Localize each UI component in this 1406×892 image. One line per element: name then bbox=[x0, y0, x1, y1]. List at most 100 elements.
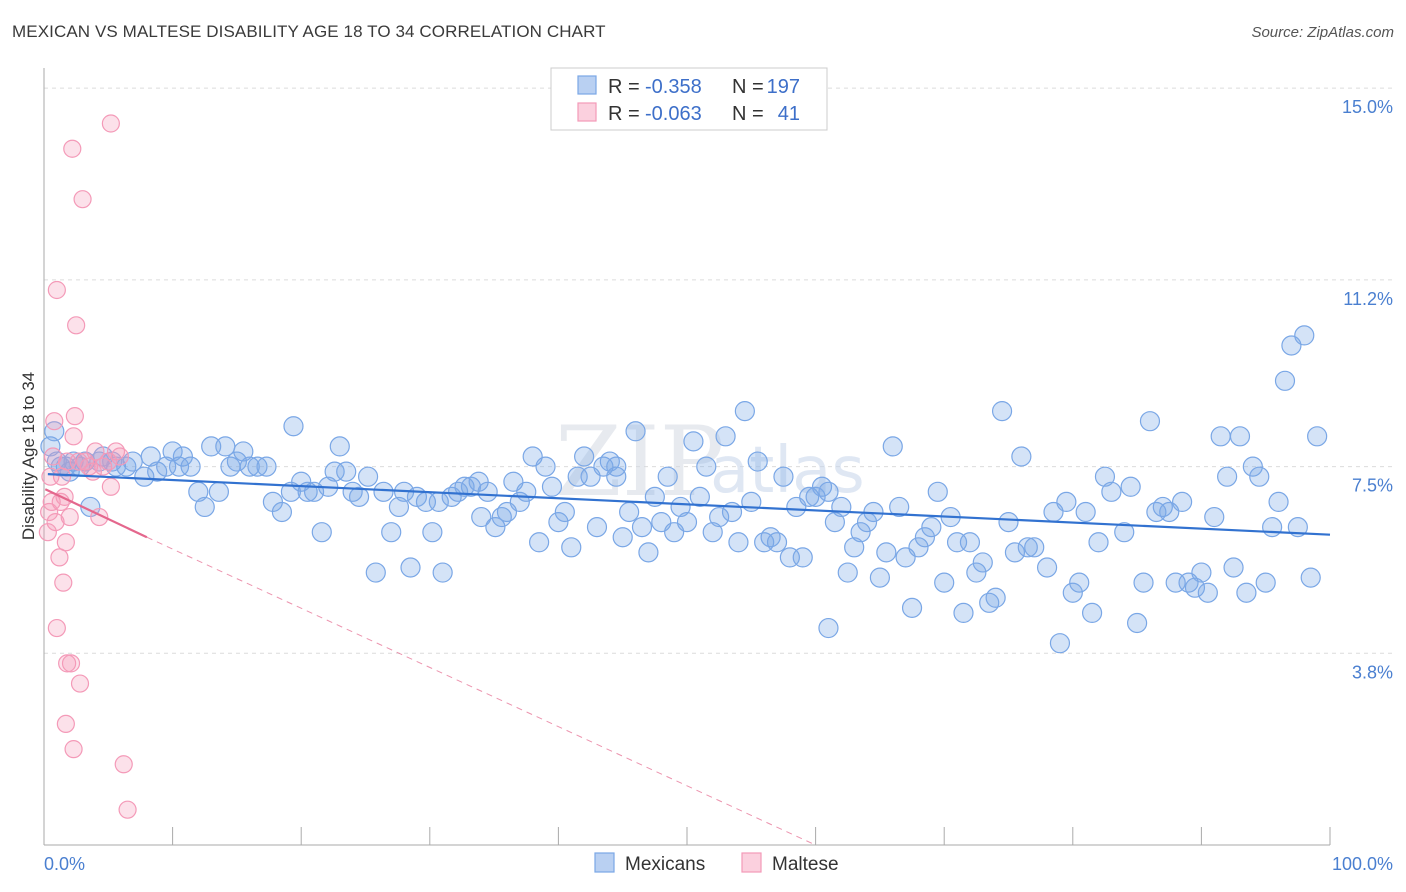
watermark-atlas: atlas bbox=[710, 434, 865, 508]
maltese-point-14 bbox=[56, 533, 75, 552]
mexicans-point-188 bbox=[1268, 491, 1289, 513]
maltese-point-4 bbox=[43, 447, 63, 466]
mexicans-point-147 bbox=[991, 400, 1013, 422]
maltese-point-37 bbox=[118, 800, 137, 819]
mexicans-point-134 bbox=[908, 537, 929, 558]
mexicans-point-55 bbox=[400, 557, 421, 578]
mexicans-point-181 bbox=[1223, 557, 1244, 578]
mexicans-point-104 bbox=[715, 426, 736, 447]
mexicans-point-179 bbox=[1210, 426, 1231, 447]
mexicans-point-156 bbox=[1056, 491, 1077, 513]
mexicans-point-46 bbox=[336, 461, 357, 482]
maltese-point-32 bbox=[99, 452, 118, 471]
legend-r-value-1: -0.358 bbox=[645, 76, 702, 98]
maltese-point-36 bbox=[114, 755, 133, 774]
mexicans-point-146 bbox=[985, 587, 1006, 608]
maltese-point-23 bbox=[69, 452, 88, 471]
mexicans-point-37 bbox=[280, 481, 302, 502]
mexicans-point-45 bbox=[329, 436, 350, 457]
maltese-point-16 bbox=[58, 654, 77, 673]
y-tick-labels: 3.8% 7.5% 11.2% 15.0% bbox=[1342, 97, 1393, 682]
mexicans-point-90 bbox=[625, 421, 646, 442]
mexicans-point-25 bbox=[194, 496, 215, 518]
mexicans-point-20 bbox=[162, 441, 183, 462]
chart-title: MEXICAN VS MALTESE DISABILITY AGE 18 TO … bbox=[12, 22, 606, 41]
mexicans-point-22 bbox=[172, 446, 193, 467]
maltese-point-39 bbox=[56, 714, 75, 734]
mexicans-point-67 bbox=[477, 481, 498, 502]
maltese-point-31 bbox=[94, 457, 113, 476]
mexicans-trend-line bbox=[47, 473, 1331, 536]
x-tick-label-min: 0.0% bbox=[44, 854, 85, 874]
maltese-point-8 bbox=[47, 618, 66, 638]
mexicans-point-160 bbox=[1081, 602, 1103, 624]
maltese-point-17 bbox=[60, 507, 79, 527]
mexicans-point-186 bbox=[1255, 572, 1276, 593]
maltese-point-21 bbox=[65, 407, 84, 426]
mexicans-point-120 bbox=[818, 617, 839, 639]
mexicans-point-164 bbox=[1114, 522, 1135, 543]
mexicans-point-102 bbox=[702, 522, 723, 543]
mexicans-point-167 bbox=[1133, 572, 1154, 593]
mexicans-point-44 bbox=[324, 461, 345, 482]
correlation-legend: R = -0.358 N = 197 R = -0.063 N = 41 bbox=[550, 67, 828, 131]
mexicans-point-182 bbox=[1229, 426, 1251, 447]
mexicans-point-177 bbox=[1197, 582, 1218, 603]
mexicans-point-129 bbox=[876, 542, 897, 563]
maltese-point-0 bbox=[38, 523, 57, 542]
mexicans-point-176 bbox=[1191, 562, 1212, 583]
trend-lines bbox=[44, 473, 1331, 846]
mexicans-point-113 bbox=[773, 466, 794, 487]
mexicans-point-73 bbox=[516, 481, 537, 502]
mexicans-point-42 bbox=[311, 522, 332, 543]
legend-n-value-2: 41 bbox=[778, 103, 800, 125]
bottom-legend-swatch-maltese bbox=[741, 852, 762, 873]
mexicans-point-151 bbox=[1017, 537, 1038, 558]
mexicans-point-26 bbox=[201, 436, 222, 457]
legend-r-label-2: R = bbox=[608, 103, 640, 125]
mexicans-point-100 bbox=[689, 486, 710, 507]
mexicans-point-31 bbox=[233, 441, 254, 462]
mexicans-point-155 bbox=[1049, 633, 1071, 654]
bottom-legend-label-maltese: Maltese bbox=[772, 854, 839, 875]
series-legend: Mexicans Maltese bbox=[594, 852, 839, 875]
legend-swatch-maltese bbox=[577, 102, 597, 122]
maltese-point-12 bbox=[54, 573, 73, 592]
maltese-point-38 bbox=[101, 114, 120, 133]
x-ticks bbox=[43, 827, 1331, 845]
mexicans-point-137 bbox=[927, 481, 948, 502]
maltese-point-33 bbox=[101, 477, 120, 496]
maltese-point-13 bbox=[55, 487, 74, 506]
maltese-point-29 bbox=[86, 442, 105, 461]
y-tick-label-0: 3.8% bbox=[1352, 662, 1393, 682]
mexicans-point-89 bbox=[619, 501, 640, 523]
mexicans-point-79 bbox=[554, 501, 575, 523]
bottom-legend-swatch-mexicans bbox=[594, 852, 615, 873]
mexicans-point-101 bbox=[696, 456, 717, 477]
mexicans-point-163 bbox=[1101, 481, 1122, 502]
x-tick-label-max: 100.0% bbox=[1332, 854, 1393, 874]
y-tick-label-1: 7.5% bbox=[1352, 476, 1393, 496]
mexicans-point-1 bbox=[44, 421, 65, 442]
mexicans-point-133 bbox=[901, 597, 923, 618]
mexicans-point-106 bbox=[728, 532, 749, 553]
mexicans-point-178 bbox=[1204, 506, 1225, 528]
mexicans-point-118 bbox=[805, 486, 826, 507]
y-axis-label: Disability Age 18 to 34 bbox=[19, 372, 38, 540]
mexicans-point-185 bbox=[1249, 466, 1270, 487]
mexicans-point-80 bbox=[561, 537, 582, 558]
maltese-point-20 bbox=[64, 427, 83, 446]
mexicans-point-135 bbox=[914, 527, 936, 548]
maltese-point-19 bbox=[63, 139, 82, 158]
mexicans-point-99 bbox=[683, 431, 704, 452]
maltese-point-11 bbox=[52, 467, 72, 486]
maltese-point-7 bbox=[47, 280, 66, 300]
mexicans-point-193 bbox=[1300, 567, 1321, 588]
legend-n-label-1: N = bbox=[732, 76, 764, 98]
mexicans-point-131 bbox=[889, 496, 910, 518]
maltese-point-6 bbox=[46, 512, 65, 532]
bottom-legend-label-mexicans: Mexicans bbox=[625, 854, 705, 875]
legend-n-label-2: N = bbox=[732, 103, 764, 125]
legend-r-value-2: -0.063 bbox=[645, 103, 702, 125]
mexicans-point-194 bbox=[1307, 426, 1328, 447]
